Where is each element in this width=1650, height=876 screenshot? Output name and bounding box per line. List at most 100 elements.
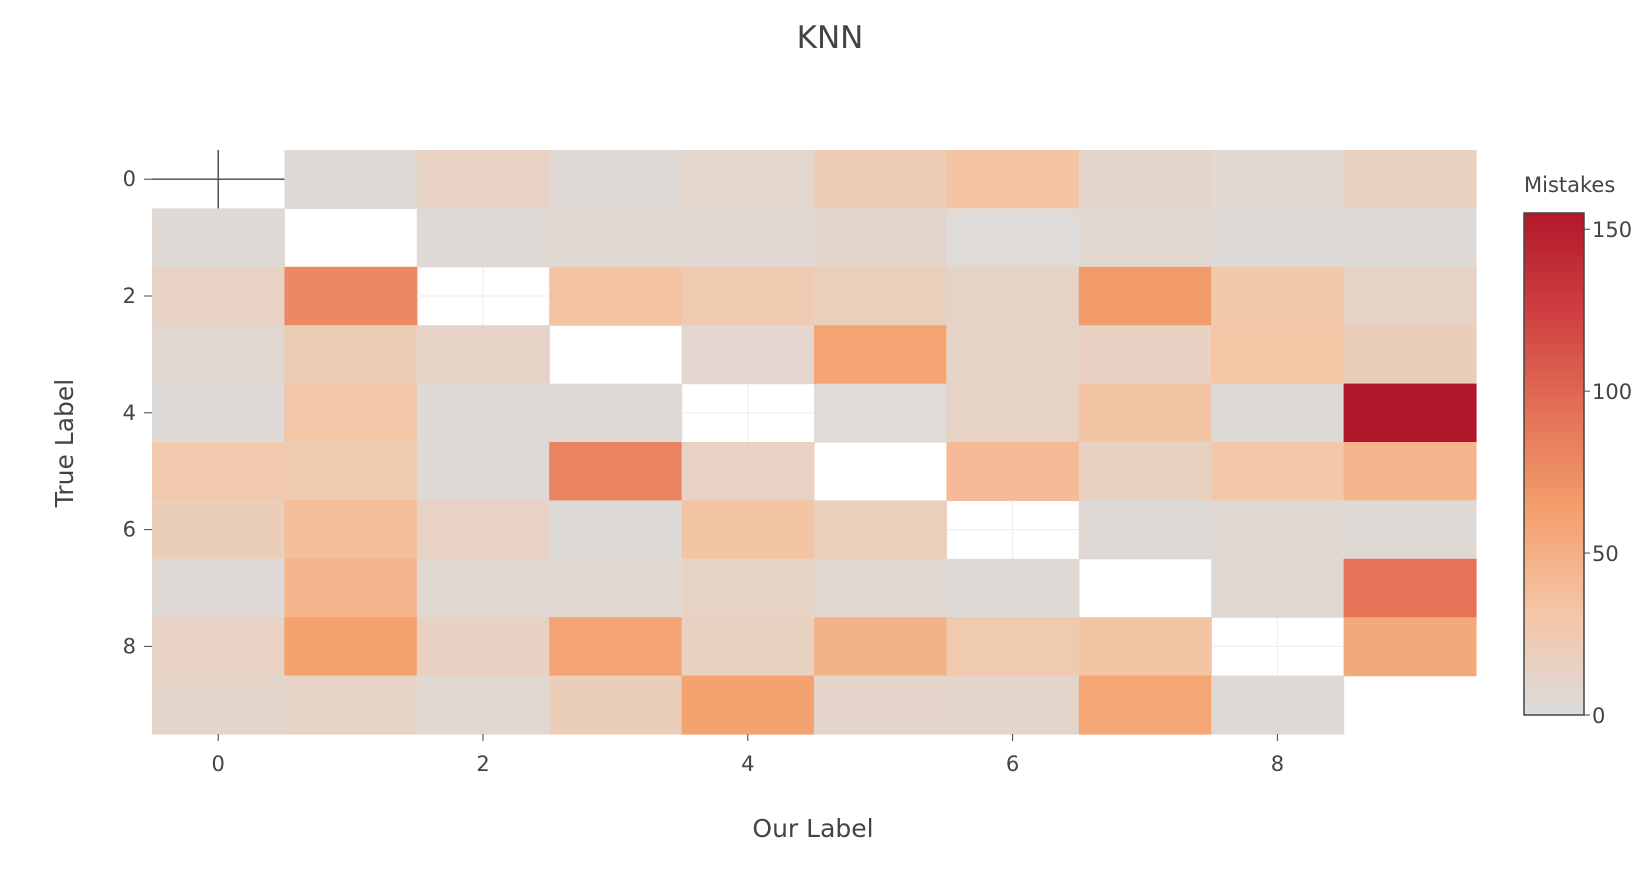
heatmap-cell-r8-c0 xyxy=(152,617,285,677)
heatmap-cell-r7-c6 xyxy=(946,558,1080,618)
heatmap-cell-r0-c2 xyxy=(416,150,550,209)
heatmap-cell-r4-c2 xyxy=(416,383,550,443)
heatmap-cell-r7-c8 xyxy=(1211,558,1345,618)
heatmap-cell-r2-c0 xyxy=(152,266,285,326)
colorbar-ticks: 0 50 100 150 xyxy=(1584,218,1632,728)
heatmap-cell-r8-c1 xyxy=(284,617,418,677)
colorbar-title: Mistakes xyxy=(1524,173,1615,197)
y-axis: 0 2 4 6 8 xyxy=(123,167,152,658)
heatmap-cell-r7-c5 xyxy=(814,558,947,618)
colorbar-tick-label: 50 xyxy=(1592,542,1619,566)
heatmap-cell-r0-c9 xyxy=(1343,150,1477,209)
y-axis-title: True Label xyxy=(50,379,79,509)
heatmap-cell-r2-c1 xyxy=(284,266,418,326)
x-tick-label: 8 xyxy=(1271,752,1284,776)
heatmap-cell-r9-c3 xyxy=(549,675,683,735)
x-tick-label: 6 xyxy=(1006,752,1019,776)
heatmap-cell-r1-c9 xyxy=(1343,208,1477,268)
heatmap-cell-r5-c9 xyxy=(1343,442,1477,501)
x-axis: 0 2 4 6 8 xyxy=(212,734,1284,776)
heatmap-cell-r4-c5 xyxy=(814,383,947,443)
heatmap-cell-r0-c7 xyxy=(1078,150,1212,209)
heatmap-cell-r1-c5 xyxy=(814,208,947,268)
heatmap-cell-r6-c8 xyxy=(1211,500,1345,560)
crosshair-marks xyxy=(152,150,1344,676)
heatmap-cell-r3-c7 xyxy=(1078,325,1212,385)
heatmap-cell-r2-c3 xyxy=(549,266,683,326)
x-axis-title: Our Label xyxy=(752,814,873,843)
heatmap-cell-r8-c5 xyxy=(814,617,947,677)
heatmap-cell-r4-c3 xyxy=(549,383,683,443)
heatmap-cell-r8-c4 xyxy=(681,617,815,677)
heatmap-cell-r7-c1 xyxy=(284,558,418,618)
heatmap-cell-r1-c6 xyxy=(946,208,1080,268)
heatmap-cell-r4-c1 xyxy=(284,383,418,443)
heatmap-cell-r5-c1 xyxy=(284,442,418,501)
x-tick-label: 2 xyxy=(476,752,489,776)
heatmap-cell-r6-c1 xyxy=(284,500,418,560)
heatmap-cell-r9-c5 xyxy=(814,675,947,735)
heatmap-cell-r4-c8 xyxy=(1211,383,1345,443)
heatmap-cell-r4-c0 xyxy=(152,383,285,443)
heatmap-cell-r3-c4 xyxy=(681,325,815,385)
y-tick-label: 4 xyxy=(123,401,136,425)
heatmap-cell-r3-c2 xyxy=(416,325,550,385)
heatmap-cell-r1-c7 xyxy=(1078,208,1212,268)
heatmap-cell-r9-c4 xyxy=(681,675,815,735)
heatmap-cell-r3-c6 xyxy=(946,325,1080,385)
heatmap-cell-r9-c0 xyxy=(152,675,285,735)
heatmap-cell-r7-c3 xyxy=(549,558,683,618)
heatmap-cell-r4-c6 xyxy=(946,383,1080,443)
heatmap-cell-r9-c8 xyxy=(1211,675,1345,735)
heatmap-cell-r5-c2 xyxy=(416,442,550,501)
heatmap-cell-r6-c4 xyxy=(681,500,815,560)
heatmap-cell-r8-c7 xyxy=(1078,617,1212,677)
heatmap-cell-r3-c9 xyxy=(1343,325,1477,385)
heatmap-cell-r9-c6 xyxy=(946,675,1080,735)
heatmap-cell-r6-c9 xyxy=(1343,500,1477,560)
heatmap-cell-r2-c6 xyxy=(946,266,1080,326)
heatmap-cell-r2-c9 xyxy=(1343,266,1477,326)
heatmap-cell-r7-c4 xyxy=(681,558,815,618)
heatmap-cell-r5-c3 xyxy=(549,442,683,501)
heatmap-cell-r1-c4 xyxy=(681,208,815,268)
heatmap-cell-r0-c8 xyxy=(1211,150,1345,209)
heatmap-cell-r5-c6 xyxy=(946,442,1080,501)
heatmap-cell-r0-c1 xyxy=(284,150,418,209)
x-tick-label: 4 xyxy=(741,752,754,776)
heatmap-cell-r8-c2 xyxy=(416,617,550,677)
heatmap-cell-r5-c8 xyxy=(1211,442,1345,501)
heatmap-cell-r1-c0 xyxy=(152,208,285,268)
heatmap-cell-r6-c5 xyxy=(814,500,947,560)
heatmap-cell-r9-c2 xyxy=(416,675,550,735)
heatmap-cell-r5-c4 xyxy=(681,442,815,501)
heatmap-cell-r6-c3 xyxy=(549,500,683,560)
heatmap-cell-r2-c7 xyxy=(1078,266,1212,326)
y-tick-label: 2 xyxy=(123,284,136,308)
colorbar-tick-label: 100 xyxy=(1592,380,1632,404)
heatmap-cell-r0-c6 xyxy=(946,150,1080,209)
heatmap-cell-r7-c0 xyxy=(152,558,285,618)
heatmap-cell-r2-c8 xyxy=(1211,266,1345,326)
heatmap-cell-r6-c7 xyxy=(1078,500,1212,560)
heatmap-cell-r8-c6 xyxy=(946,617,1080,677)
heatmap-cell-r6-c2 xyxy=(416,500,550,560)
heatmap-cell-r2-c5 xyxy=(814,266,947,326)
heatmap-cells xyxy=(152,150,1477,735)
heatmap-cell-r3-c5 xyxy=(814,325,947,385)
heatmap-cell-r9-c7 xyxy=(1078,675,1212,735)
heatmap-cell-r3-c8 xyxy=(1211,325,1345,385)
heatmap-cell-r1-c2 xyxy=(416,208,550,268)
heatmap-cell-r8-c9 xyxy=(1343,617,1477,677)
y-tick-label: 0 xyxy=(123,167,136,191)
heatmap-cell-r4-c7 xyxy=(1078,383,1212,443)
heatmap-cell-r5-c7 xyxy=(1078,442,1212,501)
heatmap-cell-r0-c4 xyxy=(681,150,815,209)
heatmap-cell-r0-c3 xyxy=(549,150,683,209)
heatmap-cell-r1-c3 xyxy=(549,208,683,268)
heatmap-cell-r9-c1 xyxy=(284,675,418,735)
heatmap-cell-r2-c4 xyxy=(681,266,815,326)
colorbar-tick-label: 150 xyxy=(1592,218,1632,242)
y-tick-label: 6 xyxy=(123,518,136,542)
